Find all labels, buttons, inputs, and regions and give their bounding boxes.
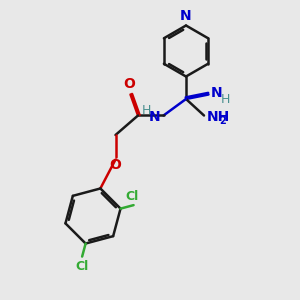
Text: O: O — [110, 158, 122, 172]
Text: NH: NH — [206, 110, 230, 124]
Text: H: H — [142, 103, 151, 117]
Text: H: H — [221, 93, 230, 106]
Text: N: N — [211, 86, 223, 100]
Text: O: O — [123, 77, 135, 92]
Text: 2: 2 — [220, 116, 226, 126]
Text: N: N — [180, 9, 192, 23]
Text: N: N — [148, 110, 160, 124]
Text: Cl: Cl — [76, 260, 89, 273]
Text: Cl: Cl — [125, 190, 139, 203]
